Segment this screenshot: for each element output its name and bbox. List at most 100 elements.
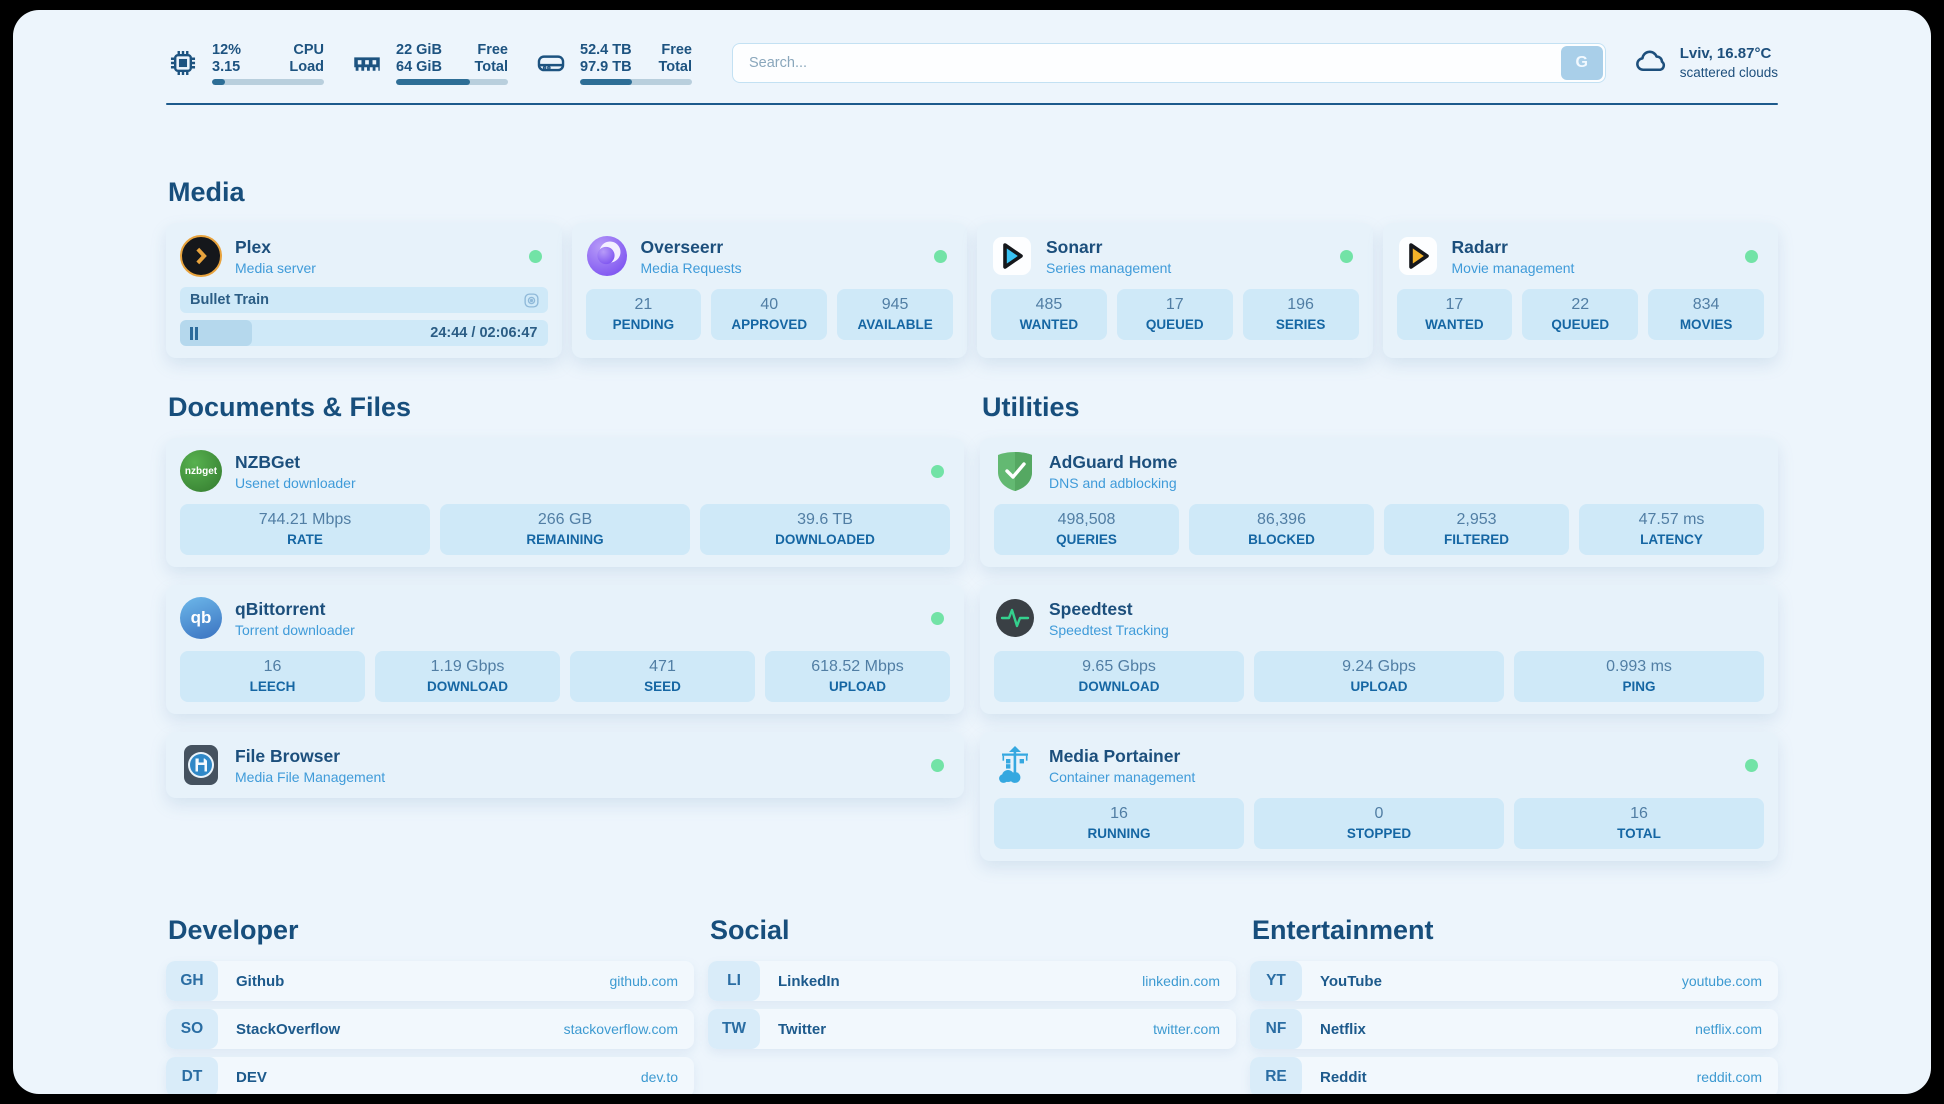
ram-progress-bar [396,78,508,85]
speedtest-card[interactable]: Speedtest Speedtest Tracking 9.65 Gbps D… [980,585,1778,714]
stat-value: 266 GB [537,511,593,528]
playback-progress-fill [180,320,252,346]
disk-free-label: Free [661,41,692,58]
bookmark-abbr: TW [708,1009,760,1049]
stat-label: APPROVED [731,317,808,332]
section-title-social: Social [710,915,790,945]
ram-icon [350,46,384,80]
radarr-card[interactable]: Radarr Movie management 17 WANTED 22 QUE… [1382,223,1778,358]
stat-value: 744.21 Mbps [258,511,352,528]
bookmark-dev[interactable]: DT DEV dev.to [166,1057,694,1094]
cpu-icon [166,46,200,80]
app-title: Media Portainer [1049,745,1181,766]
session-view-icon[interactable] [523,292,540,309]
stat-label: QUERIES [1056,532,1117,547]
portainer-card[interactable]: Media Portainer Container management 16 … [980,732,1778,861]
stat-tile-queued: 22 QUEUED [1522,289,1639,340]
stat-tile-running: 16 RUNNING [994,798,1244,849]
qbittorrent-icon: qb [180,597,222,639]
stat-value: 0 [1374,805,1384,822]
ram-free-label: Free [477,41,508,58]
portainer-icon [994,744,1036,786]
cpu-label: CPU [293,41,324,58]
app-title: Speedtest [1049,598,1133,619]
stat-tile-pending: 21 PENDING [585,289,702,340]
stat-label: TOTAL [1617,826,1661,841]
filebrowser-icon [180,744,222,786]
app-title: AdGuard Home [1049,451,1178,472]
nzbget-card[interactable]: nzbget NZBGet Usenet downloader 744.21 M… [166,438,964,567]
bookmark-name: StackOverflow [236,1020,341,1038]
disk-total-value: 97.9 TB [580,58,632,75]
stat-tile-remaining: 266 GB REMAINING [440,504,690,555]
cpu-usage-value: 12% [212,41,242,58]
now-playing-title: Bullet Train [190,292,269,308]
section-title-entertainment: Entertainment [1252,915,1434,945]
ram-free-value: 22 GiB [396,41,442,58]
stat-value: 47.57 ms [1638,511,1705,528]
overseerr-card[interactable]: Overseerr Media Requests 21 PENDING 40 A… [571,223,967,358]
stat-value: 945 [881,296,909,313]
stat-tile-movies: 834 MOVIES [1648,289,1764,340]
stat-value: 9.65 Gbps [1082,658,1156,675]
stat-label: WANTED [1019,317,1079,332]
bookmark-abbr: YT [1250,961,1302,1001]
ram-total-label: Total [474,58,508,75]
bookmark-github[interactable]: GH Github github.com [166,961,694,1001]
search-engine-button[interactable]: G [1560,46,1603,80]
bookmark-reddit[interactable]: RE Reddit reddit.com [1250,1057,1778,1094]
app-title: NZBGet [235,451,301,472]
bookmark-url: github.com [609,973,678,989]
stat-label: UPLOAD [1350,679,1408,694]
stat-value: 16 [263,658,282,675]
bookmark-stackoverflow[interactable]: SO StackOverflow stackoverflow.com [166,1009,694,1049]
adguard-card[interactable]: AdGuard Home DNS and adblocking 498,508 … [980,438,1778,567]
stat-label: QUEUED [1551,317,1610,332]
cpu-progress-bar [212,78,324,85]
stat-label: DOWNLOAD [1078,679,1160,694]
stat-value: 16 [1110,805,1128,822]
dashboard-page: 12% 3.15 CPU Load [13,10,1931,1094]
ram-total-value: 64 GiB [396,58,442,75]
bookmark-twitter[interactable]: TW Twitter twitter.com [708,1009,1236,1049]
stat-label: DOWNLOADED [775,532,875,547]
stat-label: PENDING [612,317,675,332]
stat-tile-rate: 744.21 Mbps RATE [180,504,430,555]
nzbget-icon: nzbget [180,450,222,492]
stat-value: 16 [1630,805,1648,822]
plex-card[interactable]: Plex Media server Bullet Train [166,223,562,358]
disk-progress-bar [580,78,692,85]
bookmark-name: LinkedIn [778,972,840,990]
stat-tile-wanted: 485 WANTED [991,289,1107,340]
speedtest-icon [994,597,1036,639]
bookmark-netflix[interactable]: NF Netflix netflix.com [1250,1009,1778,1049]
bookmark-youtube[interactable]: YT YouTube youtube.com [1250,961,1778,1001]
bookmark-linkedin[interactable]: LI LinkedIn linkedin.com [708,961,1236,1001]
playback-progress-bar[interactable]: 24:44 / 02:06:47 [180,320,548,346]
filebrowser-card[interactable]: File Browser Media File Management [166,732,964,798]
section-title-media: Media [168,177,245,207]
stat-value: 0.993 ms [1606,658,1672,675]
sonarr-card[interactable]: Sonarr Series management 485 WANTED 17 Q… [977,223,1373,358]
stat-label: UPLOAD [829,679,886,694]
stat-tile-filtered: 2,953 FILTERED [1384,504,1569,555]
qbittorrent-card[interactable]: qb qBittorrent Torrent downloader 16 LEE… [166,585,964,714]
stat-tile-upload: 9.24 Gbps UPLOAD [1254,651,1504,702]
weather-widget: Lviv, 16.87°C scattered clouds [1632,42,1778,85]
stat-label: SERIES [1275,317,1326,332]
stat-value: 40 [760,296,779,313]
stat-value: 834 [1692,296,1720,313]
app-subtitle: Media server [235,259,316,276]
pause-icon[interactable] [190,326,198,340]
bookmark-abbr: NF [1250,1009,1302,1049]
online-status-dot [934,249,947,263]
cpu-progress-fill [212,78,226,85]
online-status-dot [1339,249,1353,263]
header-divider [166,103,1778,105]
app-subtitle: Speedtest Tracking [1049,621,1169,638]
stat-value: 22 [1571,296,1590,313]
stat-label: MOVIES [1679,317,1733,332]
stat-tile-queries: 498,508 QUERIES [994,504,1179,555]
weather-location-temp: Lviv, 16.87°C [1679,45,1772,62]
search-input[interactable] [732,43,1606,83]
